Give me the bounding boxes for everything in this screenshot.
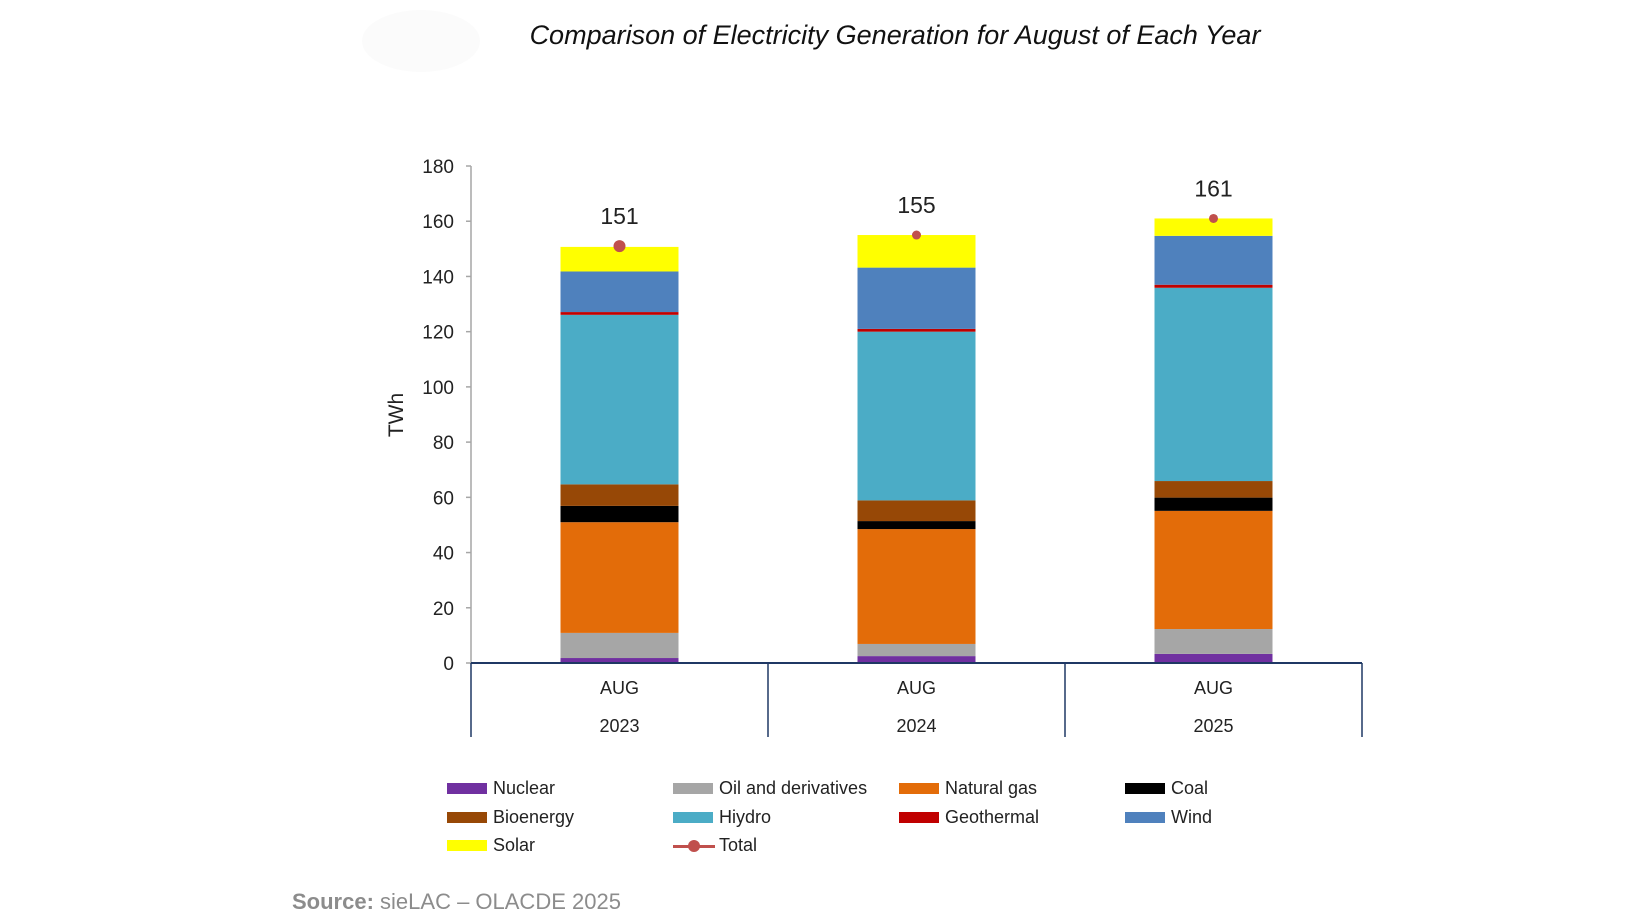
bar-segment-wind [1154,235,1273,285]
bar-stack [857,235,976,663]
legend-item-coal: Coal [1125,778,1208,799]
total-data-label: 161 [1194,175,1232,201]
legend-label: Natural gas [945,778,1038,798]
bar-segment-hiydro [857,331,976,501]
bar-segment-hiydro [560,314,679,485]
legend-label: Coal [1171,778,1209,798]
bar-segment-solar [1154,218,1273,236]
y-tick-label: 180 [422,157,454,178]
source-prefix: Source: [292,889,374,914]
total-marker [912,230,921,240]
y-tick-label: 20 [433,599,454,620]
x-tick-label-month: AUG [897,678,936,698]
y-tick-label: 140 [422,267,454,288]
bar-segment-bioenergy [560,484,679,506]
y-tick-label: 0 [443,654,454,675]
legend-item-solar: Solar [447,835,535,856]
bar-segment-bioenergy [1154,481,1273,498]
total-series: 151 155 161 [600,175,1233,253]
legend-item-geothermal: Geothermal [899,807,1039,828]
bar-segment-oil-and-derivatives [560,632,679,659]
y-tick-label: 60 [433,488,454,509]
bar-stack [560,246,679,663]
bar-segment-nuclear [1154,653,1273,663]
y-axis: 0 20 40 60 80 100 120 140 160 180 [422,157,472,675]
legend-label: Solar [493,835,536,855]
legend-label: Bioenergy [493,807,575,827]
legend-item-total: Total [673,835,757,856]
bar-segment-geothermal [857,328,976,332]
legend-swatch [447,840,487,851]
legend-label: Wind [1171,807,1213,827]
bar-segment-bioenergy [857,500,976,522]
total-data-label: 151 [600,203,638,229]
legend-swatch [673,812,713,823]
bar-segment-geothermal [560,312,679,315]
x-tick-label-year: 2023 [599,716,639,736]
y-tick-label: 120 [422,323,454,344]
legend-label: Geothermal [945,807,1040,827]
legend-item-hiydro: Hiydro [673,807,771,828]
bar-segment-nuclear [857,656,976,663]
x-tick-label-month: AUG [1194,678,1233,698]
legend-item-natural-gas: Natural gas [899,778,1037,799]
y-axis-title: TWh [385,393,408,437]
bar-segment-wind [560,271,679,313]
logo-watermark [362,10,480,72]
bar-segment-solar [857,235,976,268]
bar-segment-coal [560,505,679,523]
legend-swatch [1125,783,1165,794]
y-tick-label: 160 [422,212,454,233]
bar-segment-hiydro [1154,287,1273,482]
bar-segment-nuclear [560,658,679,663]
legend-swatch [899,812,939,823]
bar-segment-natural-gas [560,522,679,633]
total-marker [613,240,626,253]
y-tick-label: 80 [433,433,454,454]
legend-item-nuclear: Nuclear [447,778,555,799]
legend-label: Hiydro [719,807,772,827]
bar-segment-wind [857,267,976,329]
y-tick-label: 100 [422,378,454,399]
legend-swatch [899,783,939,794]
x-tick-label-year: 2024 [896,716,936,736]
bar-segment-natural-gas [1154,510,1273,630]
legend-swatch [447,783,487,794]
legend-label: Total [719,835,758,855]
legend-label: Oil and derivatives [719,778,868,798]
legend-swatch [447,812,487,823]
legend-item-bioenergy: Bioenergy [447,807,574,828]
bar-segment-coal [857,521,976,530]
source-note: Source: sieLAC – OLACDE 2025 [292,889,621,915]
total-data-label: 155 [897,192,935,218]
chart-title: Comparison of Electricity Generation for… [529,20,1261,50]
source-text: sieLAC – OLACDE 2025 [373,889,621,914]
total-marker [1209,213,1218,223]
legend-swatch [673,783,713,794]
x-axis: AUG 2023 AUG 2024 AUG 2025 [470,662,1363,737]
bar-segment-coal [1154,497,1273,511]
legend-swatch [1125,812,1165,823]
legend-line-marker-icon [673,839,715,853]
x-tick-label-year: 2025 [1193,716,1233,736]
bar-segment-geothermal [1154,284,1273,288]
bars [560,218,1273,663]
legend-label: Nuclear [493,778,556,798]
bar-segment-natural-gas [857,529,976,644]
x-tick-label-month: AUG [600,678,639,698]
legend-item-oil-and-derivatives: Oil and derivatives [673,778,867,799]
bar-stack [1154,218,1273,663]
legend-item-wind: Wind [1125,807,1212,828]
bar-segment-oil-and-derivatives [1154,629,1273,654]
bar-segment-oil-and-derivatives [857,643,976,657]
y-tick-label: 40 [433,544,454,565]
